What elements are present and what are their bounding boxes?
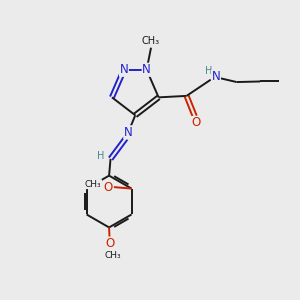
Text: N: N (212, 70, 220, 83)
Text: CH₃: CH₃ (142, 36, 160, 46)
Text: N: N (142, 63, 151, 76)
Text: N: N (124, 126, 133, 139)
Text: O: O (191, 116, 201, 130)
Text: H: H (205, 66, 212, 76)
Text: CH₃: CH₃ (104, 251, 121, 260)
Text: CH₃: CH₃ (85, 180, 101, 189)
Text: H: H (98, 151, 105, 161)
Text: N: N (120, 63, 128, 76)
Text: O: O (105, 237, 114, 250)
Text: O: O (103, 181, 113, 194)
